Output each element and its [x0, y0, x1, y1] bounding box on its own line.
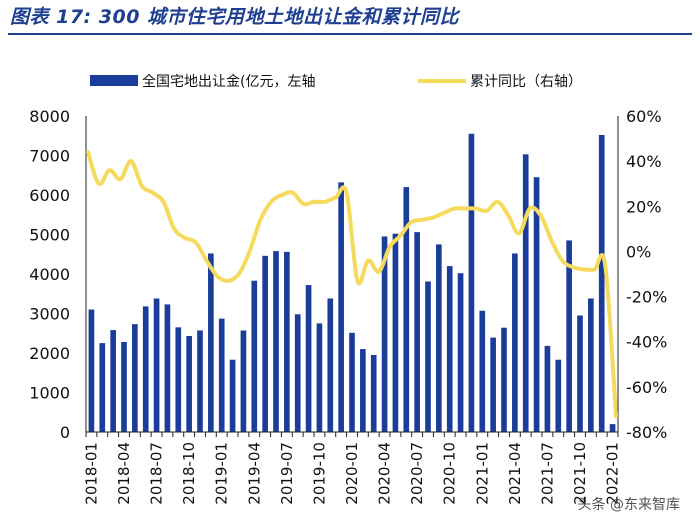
x-tick-label: 2022-01 — [604, 442, 622, 505]
bar-2018-02 — [99, 343, 106, 432]
bar-2020-07 — [414, 232, 420, 432]
y-left-tick-label: 8000 — [29, 107, 70, 126]
x-tick-label: 2019-10 — [310, 442, 328, 505]
bar-2019-09 — [305, 285, 312, 432]
bar-2018-10 — [186, 336, 192, 432]
x-tick-label: 2021-04 — [506, 442, 524, 505]
bar-2020-03 — [370, 354, 377, 432]
x-tick-label: 2019-01 — [213, 442, 231, 505]
bar-2018-03 — [110, 330, 116, 432]
x-tick-label: 2018-04 — [115, 442, 133, 505]
y-right-tick-label: -80% — [626, 423, 667, 442]
bar-2021-03 — [501, 327, 507, 432]
bar-2019-05 — [262, 255, 268, 432]
y-right-tick-label: -40% — [626, 333, 667, 352]
bar-2019-06 — [273, 251, 279, 432]
bar-2019-07 — [284, 251, 290, 432]
y-left-tick-label: 2000 — [29, 344, 70, 363]
bar-2018-05 — [132, 324, 138, 432]
y-right-tick-label: 40% — [626, 152, 662, 171]
x-tick-label: 2018-01 — [82, 442, 100, 505]
bar-2018-08 — [164, 304, 171, 432]
bar-2021-06 — [533, 177, 540, 432]
bar-2021-09 — [566, 240, 572, 432]
watermark: 头条 @东来智库 — [577, 497, 680, 513]
bar-2021-11 — [588, 298, 594, 432]
bar-2019-12 — [338, 182, 344, 432]
y-right-tick-label: 0% — [626, 242, 651, 261]
y-left-tick-label: 4000 — [29, 265, 70, 284]
x-tick-label: 2020-10 — [441, 442, 459, 505]
bar-2019-08 — [294, 314, 301, 432]
bar-2018-07 — [153, 298, 160, 432]
bar-2020-09 — [436, 244, 442, 432]
bar-2019-10 — [316, 323, 323, 432]
bar-2018-01 — [88, 309, 95, 432]
bar-2020-11 — [457, 273, 464, 432]
bar-2019-01 — [218, 318, 225, 432]
bar-2018-09 — [175, 327, 182, 432]
legend-bar-label: 全国宅地出让金(亿元，左轴 — [142, 73, 315, 90]
bar-2021-10 — [577, 315, 583, 432]
bar-2020-12 — [468, 133, 475, 432]
x-tick-label: 2020-01 — [343, 442, 361, 505]
bar-2021-02 — [490, 337, 496, 432]
bar-2018-12 — [208, 253, 214, 432]
title-divider — [8, 33, 692, 35]
y-left-tick-label: 5000 — [29, 226, 70, 245]
bar-2019-04 — [251, 280, 258, 432]
legend-bar-swatch — [90, 75, 138, 86]
bar-2021-01 — [479, 310, 486, 432]
bar-2021-07 — [544, 345, 551, 432]
y-left-tick-label: 0 — [60, 423, 70, 442]
y-left-tick-label: 3000 — [29, 305, 70, 324]
x-tick-label: 2018-07 — [148, 442, 166, 505]
x-tick-label: 2021-10 — [571, 442, 589, 505]
bar-2021-08 — [555, 359, 562, 432]
bar-2020-08 — [425, 281, 431, 432]
bar-2020-05 — [392, 233, 399, 432]
y-right-tick-label: 20% — [626, 197, 662, 216]
bar-2019-03 — [240, 330, 247, 432]
bar-2020-06 — [403, 187, 410, 432]
bar-2018-06 — [142, 306, 149, 432]
legend-line-label: 累计同比（右轴） — [470, 74, 582, 90]
y-right-tick-label: -20% — [626, 288, 667, 307]
bar-2020-04 — [381, 236, 388, 432]
bar-2018-04 — [121, 341, 127, 432]
bar-2021-04 — [512, 253, 518, 432]
y-right-tick-label: 60% — [626, 107, 662, 126]
y-left-tick-label: 7000 — [29, 147, 70, 166]
y-right-tick-label: -60% — [626, 378, 667, 397]
bar-2020-02 — [360, 349, 366, 432]
bar-2021-05 — [522, 154, 529, 432]
x-tick-label: 2018-10 — [180, 442, 198, 505]
bar-2020-01 — [349, 332, 355, 432]
x-tick-label: 2020-04 — [376, 442, 394, 505]
bar-2018-11 — [197, 330, 203, 432]
line-series-cumulative-yoy — [86, 150, 618, 419]
bar-2021-12 — [598, 134, 605, 432]
chart-title: 图表 17: 300 城市住宅用地土地出让金和累计同比 — [10, 6, 460, 28]
x-tick-label: 2021-01 — [473, 442, 491, 505]
x-tick-label: 2021-07 — [538, 442, 556, 505]
y-left-tick-label: 6000 — [29, 186, 70, 205]
x-tick-label: 2020-07 — [408, 442, 426, 505]
y-left-tick-label: 1000 — [29, 384, 70, 403]
x-tick-label: 2019-07 — [278, 442, 296, 505]
bar-2019-11 — [327, 298, 334, 432]
bar-2020-10 — [446, 266, 453, 432]
bar-2022-01 — [609, 424, 616, 432]
x-tick-label: 2019-04 — [245, 442, 263, 505]
bar-2019-02 — [229, 359, 236, 432]
